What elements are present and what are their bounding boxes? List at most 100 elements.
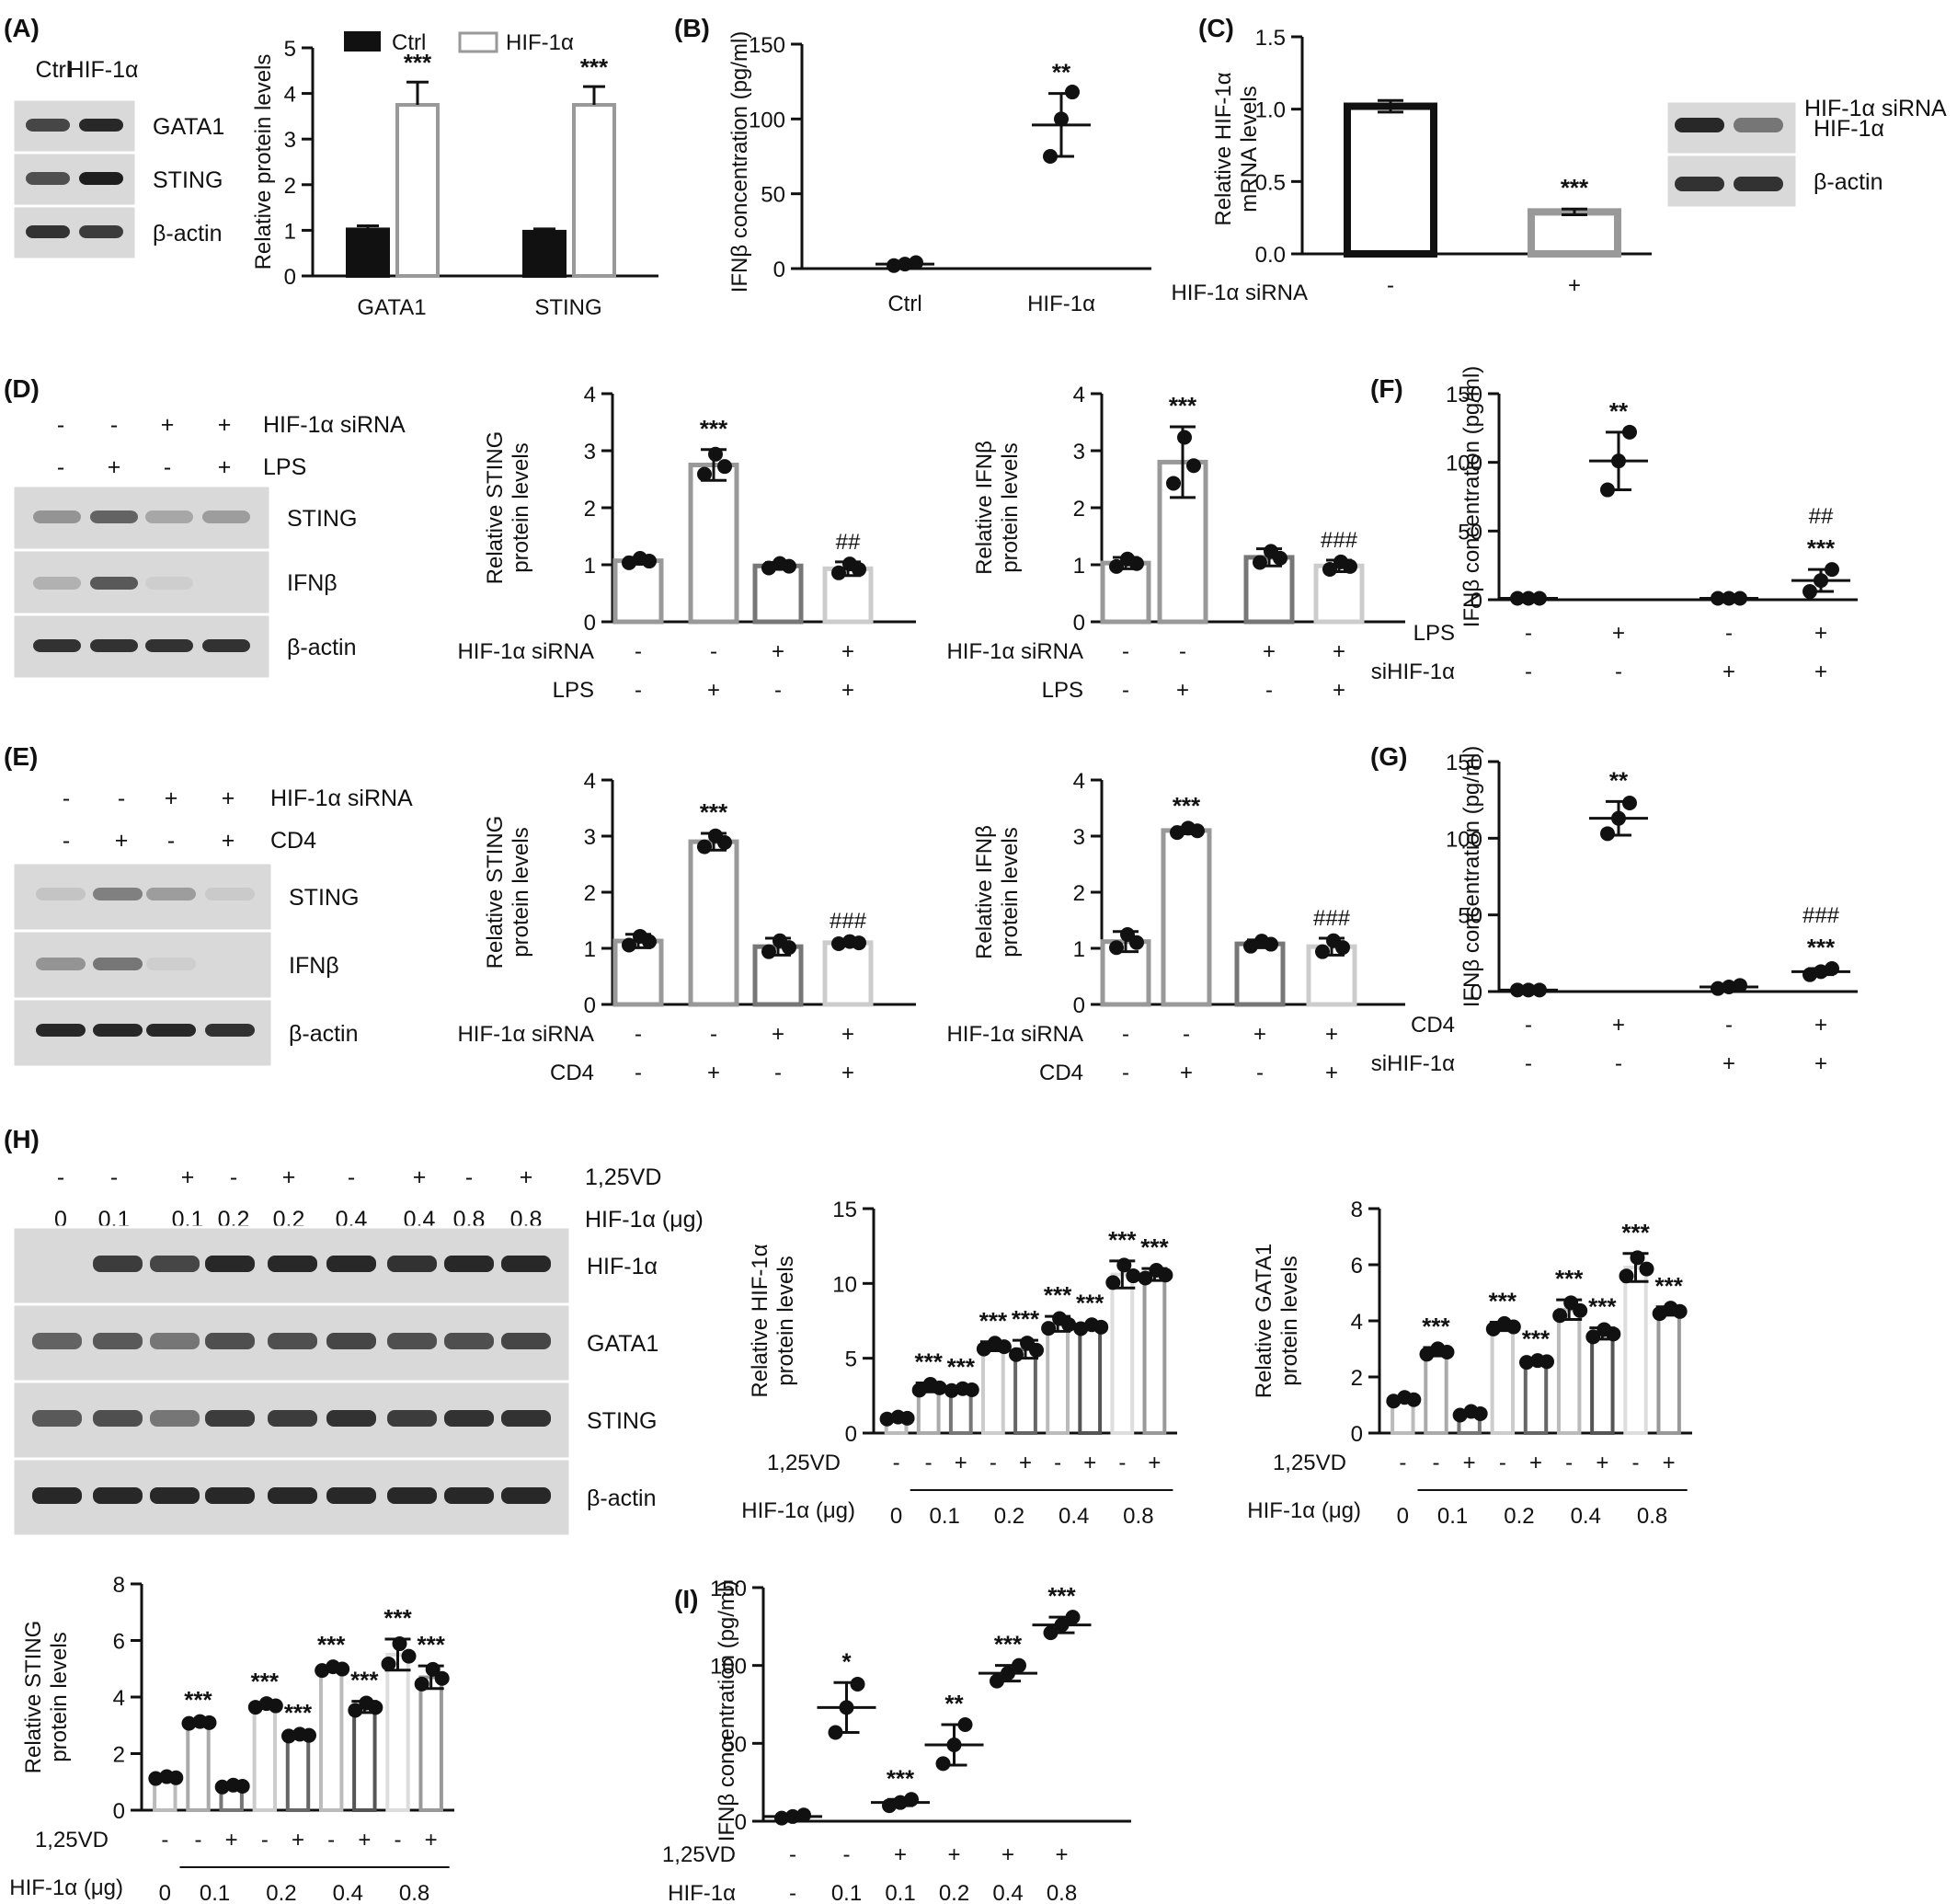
data-point [1521,982,1536,998]
condition-label: HIF-1α (μg) [741,1498,855,1523]
blot-band [501,1333,551,1349]
significance-mark: *** [1489,1288,1517,1315]
bar [418,1675,443,1812]
data-point [782,558,796,574]
blot-condition-mark: - [167,828,175,854]
condition-mark: + [1814,621,1827,646]
y-axis-label: Relative HIF-1αprotein levels [748,1244,798,1397]
blot-band [326,1487,376,1504]
blot-band [36,888,86,900]
y-tick-label: 6 [113,1630,125,1655]
significance-mark: ** [1609,766,1629,794]
y-tick-label: 0 [735,1810,747,1835]
data-point [1510,591,1525,606]
significance-mark: *** [383,1604,412,1632]
y-tick-label: 8 [1351,1198,1363,1222]
condition-label: CD4 [1411,1013,1455,1038]
condition-mark: - [1525,1013,1532,1038]
bar [352,1704,377,1812]
data-point [414,1676,429,1692]
condition-mark: + [1612,1013,1625,1038]
legend-label: HIF-1α [506,30,574,55]
blot-c: HIF-1α β-actin [1665,99,1884,210]
y-tick-label: 4 [584,383,596,407]
condition-mark: + [1814,1051,1827,1076]
y-tick-label: 50 [722,1732,747,1757]
y-tick-label: 0 [584,993,596,1018]
y-axis-label-line: protein levels [998,827,1023,957]
data-point [911,1382,927,1398]
significance-mark: ### [1321,528,1358,553]
blot-band-label: β-actin [1814,169,1883,195]
data-point [708,446,723,462]
data-point [852,562,866,578]
blot-strip [11,861,274,933]
blot-condition-label: CD4 [270,828,316,854]
y-tick-label: 1 [584,937,596,962]
data-point [1126,1268,1141,1284]
blot-band [146,1024,196,1037]
blot-band [32,1487,82,1504]
blot-condition-mark: + [218,454,232,480]
y-tick-label: 2 [1351,1366,1363,1391]
blot-band [326,1256,376,1272]
blot-condition-mark: + [161,412,175,438]
blot-band [146,958,196,970]
data-point [1109,558,1124,574]
condition-mark: - [774,678,782,703]
y-axis-label-line: Relative HIF-1α [1211,72,1236,225]
blot-band [501,1256,551,1272]
blot-band-label: β-actin [153,221,223,247]
condition-label: siHIF-1α [1371,1051,1455,1076]
data-point [1802,584,1817,600]
condition-mark: - [1122,1061,1129,1085]
x-tick-label: GATA1 [357,295,426,320]
condition-label: 1,25VD [662,1842,736,1867]
x-axis-label: HIF-1α siRNA [1171,281,1308,305]
y-axis-label-line: mRNA levels [1237,86,1262,212]
data-point [1733,591,1747,606]
data-point [1177,430,1192,445]
data-point [268,1698,283,1714]
data-point [782,940,796,956]
data-point [932,1380,947,1395]
bar [1344,102,1437,258]
bar [1110,1272,1135,1436]
blot-condition-mark: + [520,1164,533,1190]
significance-mark: *** [1169,392,1197,419]
blot-condition-mark: - [57,412,64,438]
data-point [831,565,846,580]
condition-mark: + [1596,1451,1608,1475]
significance-mark: *** [1140,1233,1169,1261]
blot-condition-label: HIF-1α siRNA [270,786,413,811]
significance-mark: *** [700,415,728,442]
data-point [1552,1308,1568,1324]
significance-mark: *** [947,1353,976,1381]
data-point [1001,1666,1015,1681]
blot-band [93,1024,143,1037]
data-point [368,1700,383,1715]
significance-mark: *** [1422,1313,1450,1340]
y-tick-label: 5 [845,1348,857,1372]
y-tick-label: 0 [1471,589,1482,614]
y-axis-label-line: protein levels [773,1256,798,1385]
data-point [879,1411,895,1427]
data-point [990,1673,1004,1689]
blot-band-label: STING [287,506,357,532]
data-point [774,1810,789,1826]
bar [688,839,739,1007]
y-axis-label-line: Relative STING [483,816,508,969]
condition-mark: - [635,639,642,664]
blot-condition-mark: - [465,1164,473,1190]
condition-mark: + [1814,1013,1827,1038]
data-point [281,1728,296,1744]
condition-mark: - [1525,660,1532,684]
data-point [1065,1610,1081,1625]
condition-mark: - [789,1881,796,1904]
significance-mark-hash: ## [1809,504,1834,529]
y-axis-label: Relative IFNβprotein levels [972,441,1023,575]
y-tick-label: 15 [832,1198,857,1222]
condition-mark: - [635,1022,642,1047]
condition-label: 1,25VD [35,1828,109,1852]
